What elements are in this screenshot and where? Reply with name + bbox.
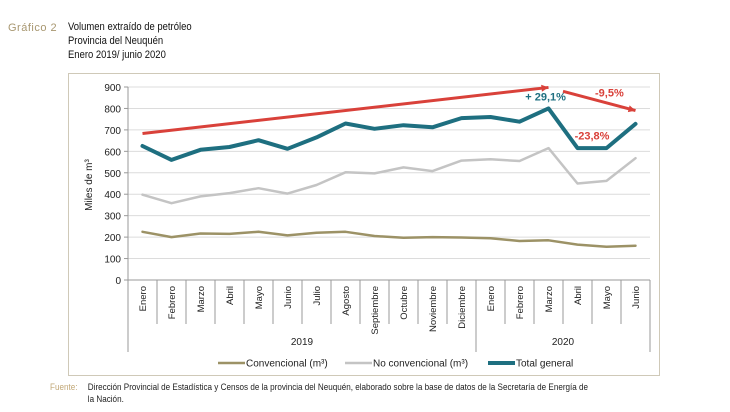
x-tick-label: Octubre <box>399 286 410 320</box>
legend-label-convencional: Convencional (m³) <box>246 359 328 370</box>
trend-arrow-head <box>541 84 549 92</box>
x-tick-label: Enero <box>486 286 497 311</box>
annotation-label: -23,8% <box>575 131 610 143</box>
y-axis-label: Miles de m³ <box>84 158 95 210</box>
chart-title-line-3: Enero 2019/ junio 2020 <box>68 49 166 61</box>
chart-title-line-1: Volumen extraído de petróleo <box>68 21 192 33</box>
chart-title-line-2: Provincia del Neuquén <box>68 35 164 47</box>
legend-label-total-general: Total general <box>516 359 573 370</box>
annotation-label: -9,5% <box>595 88 624 100</box>
chart-number-label: Gráfico 2 <box>8 22 58 34</box>
trend-arrows <box>142 84 636 136</box>
annotations: + 29,1% -9,5% -23,8% <box>525 88 624 143</box>
y-tick-label: 0 <box>115 276 121 287</box>
x-tick-label: Diciembre <box>457 286 468 329</box>
x-tick-label: Junio <box>631 286 642 309</box>
x-tick-label: Julio <box>312 286 323 306</box>
x-tick-label: Abril <box>225 286 236 305</box>
y-tick-label: 900 <box>104 83 121 94</box>
y-tick-label: 300 <box>104 212 121 223</box>
x-tick-label: Agosto <box>341 286 352 316</box>
series-convencional-line <box>141 230 637 249</box>
series-no-convencional-line <box>141 146 637 205</box>
x-tick-label: Marzo <box>196 286 207 312</box>
y-tick-label: 500 <box>104 169 121 180</box>
trend-arrow-line <box>562 89 636 113</box>
legend-label-no-convencional: No convencional (m³) <box>373 359 468 370</box>
chart-frame <box>68 73 660 376</box>
y-tick-label: 100 <box>104 255 121 266</box>
x-tick-label: Mayo <box>602 286 613 309</box>
y-tick-label: 700 <box>104 126 121 137</box>
x-tick-label: Enero <box>138 286 149 311</box>
axes: 2019 2020 <box>127 87 651 352</box>
year-label-2020: 2020 <box>552 337 575 348</box>
source-text-line-1: Dirección Provincial de Estadística y Ce… <box>87 382 589 392</box>
legend: Convencional (m³) No convencional (m³) Tot… <box>218 359 573 370</box>
x-tick-label: Marzo <box>544 286 555 312</box>
series-total-general-line <box>140 106 638 162</box>
x-tick-label: Abril <box>573 286 584 305</box>
x-tick-label: Febrero <box>515 286 526 319</box>
x-tick-label: Febrero <box>167 286 178 319</box>
trend-arrow-line <box>142 85 549 136</box>
source-note: Fuente: Dirección Provincial de Estadíst… <box>50 381 626 404</box>
x-tick-label: Mayo <box>254 286 265 309</box>
y-tick-label: 800 <box>104 104 121 115</box>
year-label-2019: 2019 <box>291 337 314 348</box>
trend-arrow-head <box>627 105 636 113</box>
annotation-label: + 29,1% <box>525 91 566 103</box>
x-tick-label: Septiembre <box>370 286 381 335</box>
y-tick-labels: 0 100 200 300 400 500 600 700 800 900 <box>104 83 121 287</box>
source-label: Fuente: <box>50 382 78 392</box>
gridlines <box>124 86 650 281</box>
x-tick-label: Junio <box>283 286 294 309</box>
y-tick-label: 200 <box>104 233 121 244</box>
chart-title: Volumen extraído de petróleo Provincia d… <box>68 20 192 62</box>
source-text-line-2: la Nación. <box>87 394 124 404</box>
series-lines <box>140 106 638 249</box>
y-tick-label: 400 <box>104 190 121 201</box>
y-tick-label: 600 <box>104 147 121 158</box>
x-tick-label: Noviembre <box>428 286 439 332</box>
x-category-labels: Enero Febrero Marzo Abril Mayo Junio Julio Agos… <box>138 286 642 335</box>
